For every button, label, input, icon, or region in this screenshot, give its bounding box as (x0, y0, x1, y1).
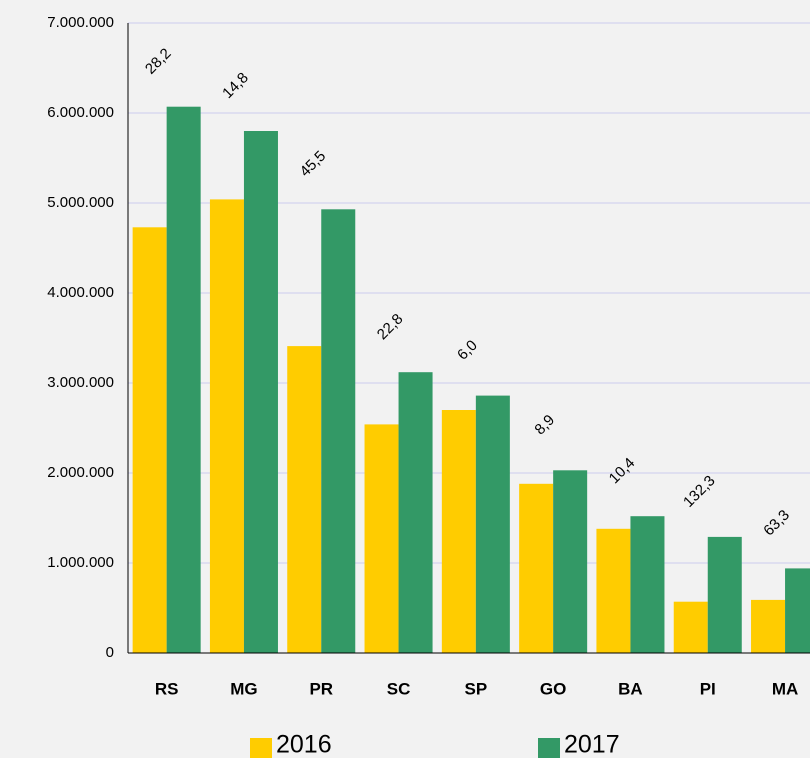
bar (287, 346, 322, 653)
legend-swatch (538, 738, 560, 758)
x-tick-label: MG (230, 679, 257, 698)
bar (475, 395, 510, 653)
y-tick-label: 5.000.000 (47, 194, 114, 211)
x-tick-label: SC (387, 679, 411, 698)
x-tick-label: SP (465, 679, 488, 698)
x-tick-label: PR (309, 679, 333, 698)
y-tick-label: 7.000.000 (47, 14, 114, 31)
bar (630, 516, 665, 653)
y-tick-label: 0 (106, 644, 114, 661)
y-tick-label: 2.000.000 (47, 464, 114, 481)
bar (785, 568, 810, 653)
bar (321, 209, 356, 654)
y-tick-label: 6.000.000 (47, 104, 114, 121)
bar (166, 106, 201, 653)
bar (707, 536, 742, 653)
legend-swatch (250, 738, 272, 758)
bar (441, 410, 476, 653)
x-tick-label: PI (700, 679, 716, 698)
bar (398, 372, 433, 653)
x-tick-label: BA (618, 679, 643, 698)
legend-label: 2016 (276, 731, 332, 758)
bar (209, 199, 244, 653)
x-tick-label: RS (155, 679, 179, 698)
bar (519, 483, 554, 653)
bar (243, 131, 278, 653)
bar (596, 528, 631, 653)
y-tick-label: 3.000.000 (47, 374, 114, 391)
y-tick-label: 4.000.000 (47, 284, 114, 301)
y-tick-label: 1.000.000 (47, 554, 114, 571)
bar (673, 601, 708, 653)
x-tick-label: MA (772, 679, 798, 698)
legend-label: 2017 (564, 731, 620, 758)
bar (553, 470, 588, 653)
bar (132, 227, 167, 654)
bar (364, 424, 399, 653)
x-tick-label: GO (540, 679, 566, 698)
bar (751, 599, 786, 653)
